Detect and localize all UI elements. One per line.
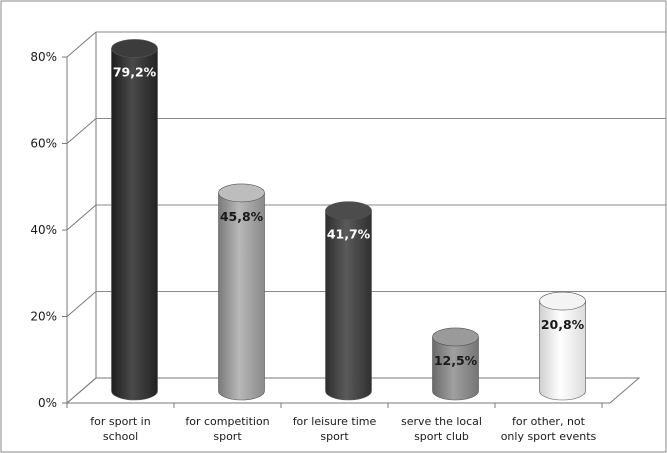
bar-1: [111, 39, 158, 401]
bars-layer: [111, 39, 586, 401]
axis-layer: 0% 20% 40% 60% 80%: [30, 32, 641, 410]
y-tick-label: 80%: [30, 50, 57, 64]
category-label: for other, not only sport events: [501, 415, 597, 443]
category-label: for leisure time sport: [293, 415, 377, 443]
bar-top: [539, 291, 586, 311]
bar-5: [539, 291, 586, 401]
y-tick-label: 40%: [30, 223, 57, 237]
grid-layer: [66, 31, 666, 404]
gridline-depth: [66, 204, 97, 231]
y-tick-label: 60%: [30, 137, 57, 151]
bar-2: [218, 183, 265, 401]
data-label: 79,2%: [113, 64, 157, 79]
y-tick-label: 0%: [38, 396, 57, 410]
category-label: for sport in school: [90, 415, 150, 443]
bar-top: [432, 327, 479, 347]
data-label: 12,5%: [434, 353, 478, 368]
gridline-depth: [66, 291, 97, 317]
bar-3: [325, 201, 372, 401]
bar-4: [432, 327, 479, 401]
bar-top: [218, 183, 265, 203]
category-label: for competition sport: [185, 415, 269, 443]
gridline-depth: [66, 31, 97, 58]
gridline-depth: [66, 118, 97, 144]
bar-body: [432, 336, 479, 401]
bar-body: [111, 48, 158, 401]
data-label: 45,8%: [220, 209, 264, 224]
bar-top: [111, 39, 158, 58]
y-tick-label: 20%: [30, 310, 57, 324]
data-label: 41,7%: [327, 227, 371, 242]
bar-body: [325, 210, 372, 401]
bar-body: [218, 192, 265, 401]
bar-body: [539, 300, 586, 401]
category-label: serve the local sport club: [401, 415, 482, 443]
bar-top: [325, 201, 372, 220]
labels-layer: 79,2% for sport in school 45,8% for competit…: [90, 64, 596, 443]
data-label: 20,8%: [541, 317, 585, 332]
